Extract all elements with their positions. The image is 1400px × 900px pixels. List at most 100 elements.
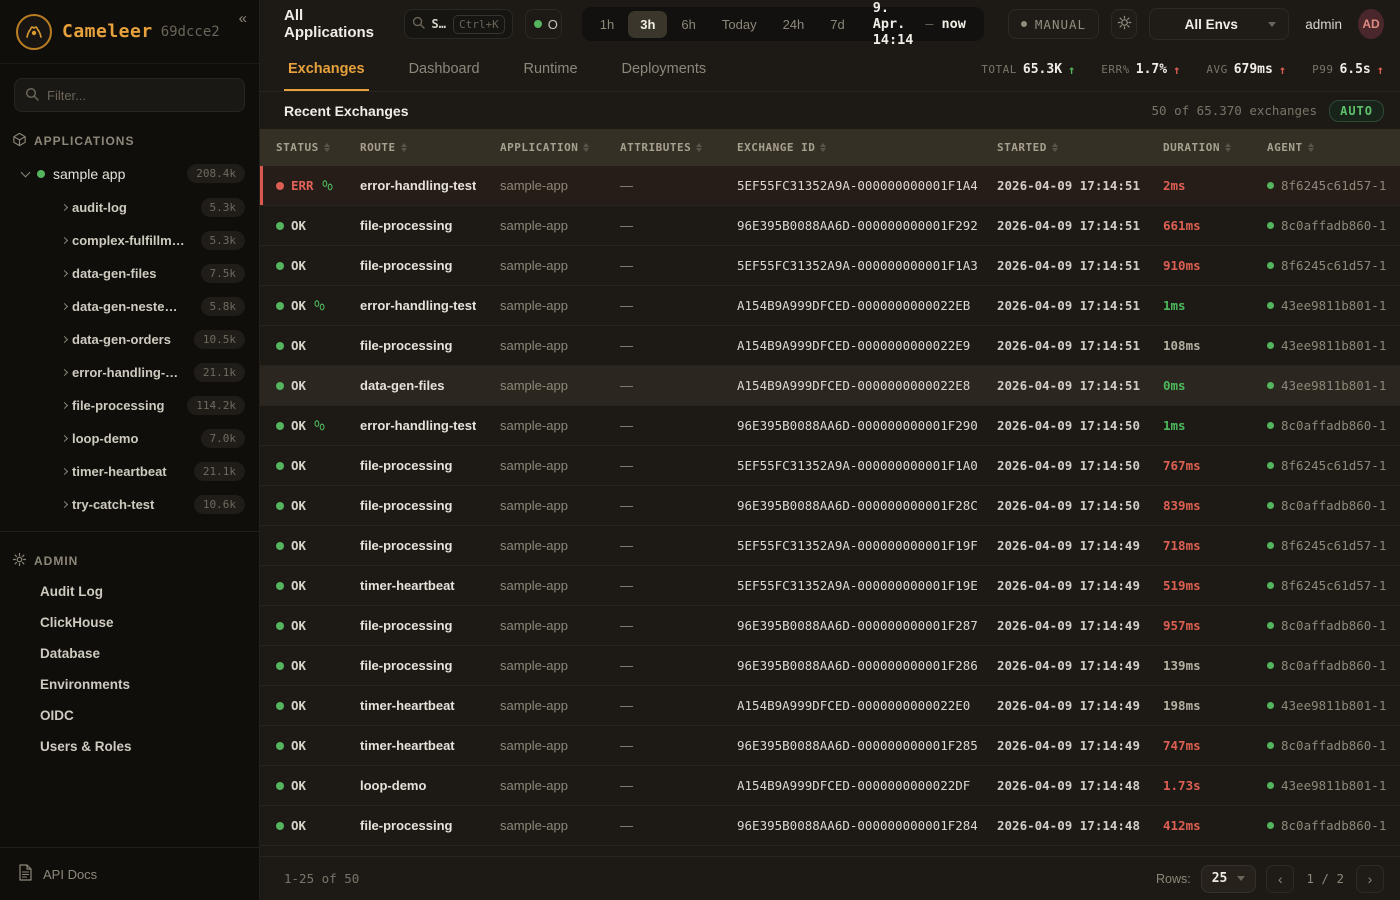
started-cell: 2026-04-09 17:14:49 [997,578,1163,593]
started-cell: 2026-04-09 17:14:50 [997,418,1163,433]
avatar[interactable]: AD [1358,9,1384,39]
sidebar-route-item[interactable]: data-gen-neste… 5.8k [0,290,259,323]
time-range-6h[interactable]: 6h [669,11,707,38]
table-row[interactable]: OK timer-heartbeat sample-app — A154B9A999DF… [260,686,1400,726]
time-display[interactable]: 9. Apr. 14:14 – now [859,0,978,48]
page-title: All Applications [284,7,375,41]
version-label: 69dcce2 [160,23,220,40]
sidebar-route-item[interactable]: try-catch-test 10.6k [0,488,259,521]
sort-icon [400,143,407,152]
stat-label: TOTAL [981,63,1017,76]
started-timestamp: 2026-04-09 17:14:49 [997,698,1140,713]
exchange-id: A154B9A999DFCED-0000000000022EB [737,298,971,313]
attributes-value: — [620,778,633,793]
sidebar-route-item[interactable]: audit-log 5.3k [0,191,259,224]
agent-id: 8c0affadb860-1 [1281,418,1387,433]
sidebar-item-database[interactable]: Database [40,646,101,661]
tab-deployments[interactable]: Deployments [621,60,707,77]
table-row[interactable]: ERR error-handling-test sample-app — 5EF55FC… [260,166,1400,206]
table-row[interactable]: OK timer-heartbeat sample-app — 5EF55FC31352… [260,566,1400,606]
agent-id: 8f6245c61d57-1 [1281,578,1387,593]
column-header-exchange-id[interactable]: EXCHANGE ID [737,141,997,154]
table-row[interactable]: OK timer-heartbeat sample-app — 96E395B0088A… [260,726,1400,766]
time-range-1h[interactable]: 1h [588,11,626,38]
table-row[interactable]: OK file-processing sample-app — 5EF55FC31352… [260,446,1400,486]
column-label: EXCHANGE ID [737,141,816,154]
environment-select[interactable]: All Envs [1149,8,1290,40]
column-header-agent[interactable]: AGENT [1267,141,1400,154]
global-search[interactable]: S… Ctrl+K [403,9,513,39]
table-row[interactable]: OK file-processing sample-app — 96E395B0088A… [260,606,1400,646]
sidebar-route-item[interactable]: file-processing 114.2k [0,389,259,422]
attributes-value: — [620,618,633,633]
tab-exchanges[interactable]: Exchanges [284,48,369,91]
table-row[interactable]: OK file-processing sample-app — 96E395B0088A… [260,646,1400,686]
started-cell: 2026-04-09 17:14:50 [997,498,1163,513]
rows-per-page-select[interactable]: 25 [1200,864,1257,893]
table-row[interactable]: OK loop-demo sample-app — A154B9A999DFCED-00… [260,766,1400,806]
time-range-24h[interactable]: 24h [771,11,817,38]
sidebar-route-item[interactable]: complex-fulfillm… 5.3k [0,224,259,257]
table-title-bar: Recent Exchanges 50 of 65.370 exchanges … [260,92,1400,129]
prev-page-button[interactable]: ‹ [1266,864,1295,893]
table-row[interactable]: OK file-processing sample-app — 96E395B0088A… [260,486,1400,526]
table-row[interactable]: OK file-processing sample-app — 96E395B0088A… [260,806,1400,846]
filter-input[interactable] [47,87,234,103]
sidebar-item-oidc[interactable]: OIDC [40,708,74,723]
column-header-started[interactable]: STARTED [997,141,1163,154]
column-header-status[interactable]: STATUS [276,141,360,154]
attributes-cell: — [620,698,737,713]
status-label: OK [291,538,307,553]
sidebar-item-environments[interactable]: Environments [40,677,131,692]
status-cell: OK [276,298,360,313]
sidebar-item-audit-log[interactable]: Audit Log [40,584,103,599]
stat-label: AVG [1206,63,1228,76]
table-row[interactable]: OK data-gen-files sample-app — A154B9A999DFC… [260,366,1400,406]
sidebar-route-item[interactable]: data-gen-orders 10.5k [0,323,259,356]
table-row[interactable]: OK file-processing sample-app — 5EF55FC31352… [260,246,1400,286]
sidebar-item-users-roles[interactable]: Users & Roles [40,739,132,754]
exchange-id: 96E395B0088AA6D-000000000001F285 [737,738,978,753]
theme-toggle-button[interactable] [1111,9,1138,39]
route-tree: audit-log 5.3k complex-fulfillm… 5.3k data-g… [0,191,259,521]
route-label: file-processing [72,398,165,413]
sidebar-item-clickhouse[interactable]: ClickHouse [40,615,114,630]
application-name: sample-app [500,618,568,633]
time-range-7d[interactable]: 7d [818,11,856,38]
attributes-cell: — [620,818,737,833]
sidebar-item-api-docs[interactable]: API Docs [0,847,259,900]
column-label: ATTRIBUTES [620,141,692,154]
app-count-badge: 208.4k [187,164,245,183]
manual-refresh-button[interactable]: MANUAL [1007,9,1100,39]
sidebar-route-item[interactable]: timer-heartbeat 21.1k [0,455,259,488]
started-cell: 2026-04-09 17:14:51 [997,258,1163,273]
sidebar-route-item[interactable]: data-gen-files 7.5k [0,257,259,290]
column-header-attributes[interactable]: ATTRIBUTES [620,141,737,154]
agent-cell: 8c0affadb860-1 [1267,218,1400,233]
duration-cell: 661ms [1163,218,1267,233]
column-header-route[interactable]: ROUTE [360,141,500,154]
tab-runtime[interactable]: Runtime [523,60,578,77]
time-range-today[interactable]: Today [710,11,769,38]
table-row[interactable]: OK file-processing sample-app — 5EF55FC31352… [260,526,1400,566]
started-timestamp: 2026-04-09 17:14:48 [997,818,1140,833]
sidebar-route-item[interactable]: error-handling-… 21.1k [0,356,259,389]
table-row[interactable]: OK error-handling-test sample-app — A154B9A9… [260,286,1400,326]
table-row[interactable]: OK file-processing sample-app — A154B9A999DF… [260,326,1400,366]
table-row[interactable]: OK file-processing sample-app — 96E395B0088A… [260,206,1400,246]
tab-dashboard[interactable]: Dashboard [408,60,480,77]
auto-refresh-badge[interactable]: AUTO [1329,99,1384,122]
time-range-3h[interactable]: 3h [628,10,668,38]
collapse-sidebar-icon[interactable]: « [238,10,247,27]
status-label: OK [291,258,307,273]
online-status-button[interactable]: O [524,9,562,39]
column-header-duration[interactable]: DURATION [1163,141,1267,154]
table-row[interactable]: OK error-handling-test sample-app — 96E395B0… [260,406,1400,446]
application-name: sample-app [500,218,568,233]
next-page-button[interactable]: › [1356,864,1384,893]
column-header-application[interactable]: APPLICATION [500,141,620,154]
status-label: OK [291,618,307,633]
sidebar-item-sample-app[interactable]: sample app 208.4k [0,156,259,191]
started-timestamp: 2026-04-09 17:14:51 [997,298,1140,313]
sidebar-route-item[interactable]: loop-demo 7.0k [0,422,259,455]
